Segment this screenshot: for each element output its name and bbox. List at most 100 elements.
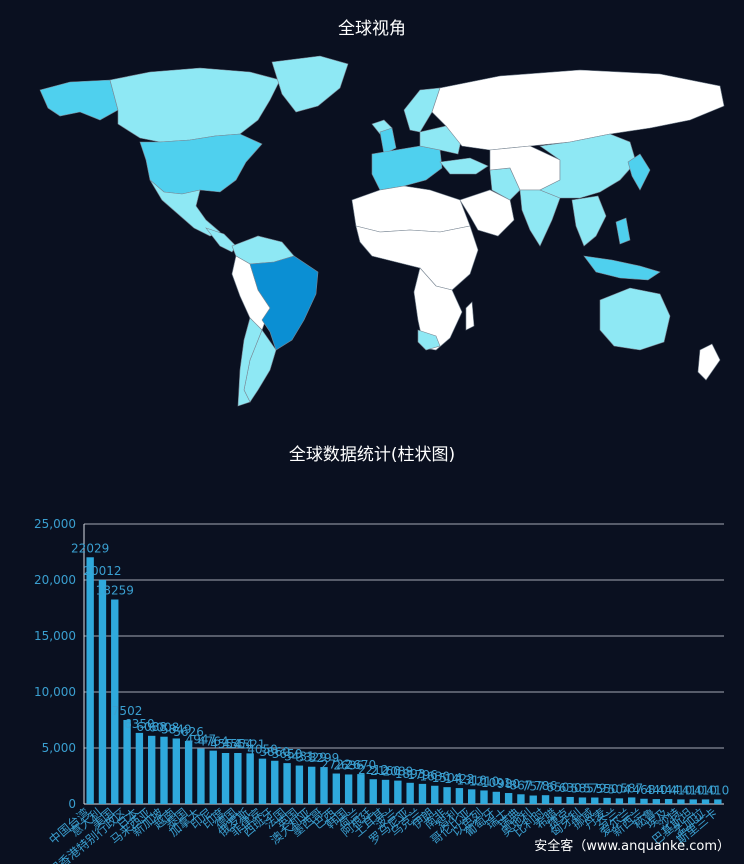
bar[interactable]: [652, 799, 660, 804]
bar[interactable]: [541, 795, 550, 804]
bar[interactable]: [369, 779, 377, 804]
bar[interactable]: [554, 796, 562, 804]
bar[interactable]: [664, 799, 673, 804]
region-madagascar[interactable]: [465, 301, 475, 331]
region-uk[interactable]: [379, 127, 397, 155]
bar[interactable]: [344, 774, 353, 804]
bar[interactable]: [603, 797, 611, 804]
region-middle-east[interactable]: [459, 189, 515, 237]
bar[interactable]: [111, 599, 119, 804]
bar[interactable]: [640, 798, 648, 804]
bar[interactable]: [246, 753, 254, 804]
bar[interactable]: [701, 799, 710, 804]
bar[interactable]: [148, 735, 156, 804]
bar[interactable]: [394, 780, 402, 804]
bar-data-label: 1422: [444, 772, 475, 786]
region-indonesia[interactable]: [583, 255, 661, 281]
bar[interactable]: [357, 774, 365, 804]
bar[interactable]: [381, 779, 390, 804]
bar[interactable]: [86, 557, 94, 804]
bar[interactable]: [123, 719, 131, 804]
bar[interactable]: [135, 732, 144, 804]
bar-data-label: 2160: [370, 764, 401, 778]
bar[interactable]: [689, 799, 697, 804]
y-tick-label: 0: [68, 797, 76, 811]
region-se-asia[interactable]: [571, 195, 607, 247]
bar-data-label: 4521: [235, 737, 266, 751]
bar[interactable]: [332, 773, 340, 804]
bar[interactable]: [615, 798, 624, 804]
bar[interactable]: [221, 752, 230, 804]
bar-data-label: 2212: [358, 763, 389, 777]
bar[interactable]: [431, 785, 439, 804]
bar[interactable]: [628, 797, 636, 804]
region-central-africa[interactable]: [355, 225, 479, 291]
bar[interactable]: [566, 796, 574, 804]
bar[interactable]: [209, 750, 217, 804]
bar-data-label: 18259: [96, 583, 134, 597]
region-southern-tip[interactable]: [417, 329, 441, 351]
region-chile[interactable]: [237, 317, 263, 407]
bar[interactable]: [591, 797, 599, 804]
map-title: 全球视角: [338, 19, 406, 39]
bar[interactable]: [320, 767, 328, 804]
bar-data-label: 2670: [346, 758, 377, 772]
bar-data-label: 867: [509, 778, 532, 792]
bar[interactable]: [418, 783, 427, 804]
region-australia[interactable]: [599, 287, 671, 351]
bar-data-label: 410: [706, 783, 729, 797]
region-south-africa[interactable]: [413, 267, 463, 351]
region-russia[interactable]: [431, 69, 725, 151]
bar-data-label: 4554: [223, 737, 254, 751]
bar[interactable]: [283, 763, 291, 804]
bar[interactable]: [443, 787, 451, 804]
bar-data-label: 4050: [247, 743, 278, 757]
bar[interactable]: [468, 789, 476, 804]
region-turkey[interactable]: [439, 157, 489, 175]
bar-data-label: 2089: [383, 765, 414, 779]
y-tick-label: 25,000: [34, 517, 76, 531]
bar-data-label: 444: [657, 783, 680, 797]
region-korea-japan[interactable]: [627, 153, 651, 191]
region-china[interactable]: [539, 133, 637, 199]
bar[interactable]: [578, 797, 587, 804]
bar[interactable]: [455, 788, 464, 804]
bar[interactable]: [271, 760, 279, 804]
bar[interactable]: [492, 791, 500, 804]
bar[interactable]: [480, 790, 488, 804]
bar[interactable]: [714, 799, 722, 804]
bar-data-label: 630: [559, 781, 582, 795]
bar[interactable]: [234, 752, 242, 804]
bar[interactable]: [308, 766, 316, 804]
region-greenland[interactable]: [271, 55, 349, 113]
bar[interactable]: [504, 793, 513, 804]
region-alaska[interactable]: [39, 79, 119, 121]
bar-data-label: 3431: [284, 750, 315, 764]
watermark: 安全客（www.anquanke.com）: [534, 839, 730, 854]
bar-data-label: 3329: [296, 751, 327, 765]
world-map[interactable]: [0, 50, 744, 420]
bar[interactable]: [258, 758, 267, 804]
bar[interactable]: [98, 579, 107, 804]
bar[interactable]: [406, 782, 414, 804]
bar[interactable]: [295, 765, 304, 804]
bar[interactable]: [677, 799, 685, 804]
bar[interactable]: [184, 740, 193, 804]
bar-data-label: 585: [571, 781, 594, 795]
bar[interactable]: [517, 794, 525, 804]
bar-data-label: 1210: [469, 774, 500, 788]
bar-data-label: 2722: [321, 758, 352, 772]
region-brazil[interactable]: [249, 255, 319, 351]
bar[interactable]: [197, 748, 205, 804]
region-new-zealand[interactable]: [697, 343, 721, 381]
bar-data-label: 20012: [83, 564, 121, 578]
bar[interactable]: [529, 795, 537, 804]
region-west-europe[interactable]: [371, 145, 443, 191]
bar-data-label: 7502: [112, 704, 143, 718]
bar[interactable]: [160, 736, 168, 804]
region-mexico[interactable]: [149, 179, 221, 237]
bar[interactable]: [172, 738, 180, 804]
region-philippines[interactable]: [615, 217, 631, 245]
